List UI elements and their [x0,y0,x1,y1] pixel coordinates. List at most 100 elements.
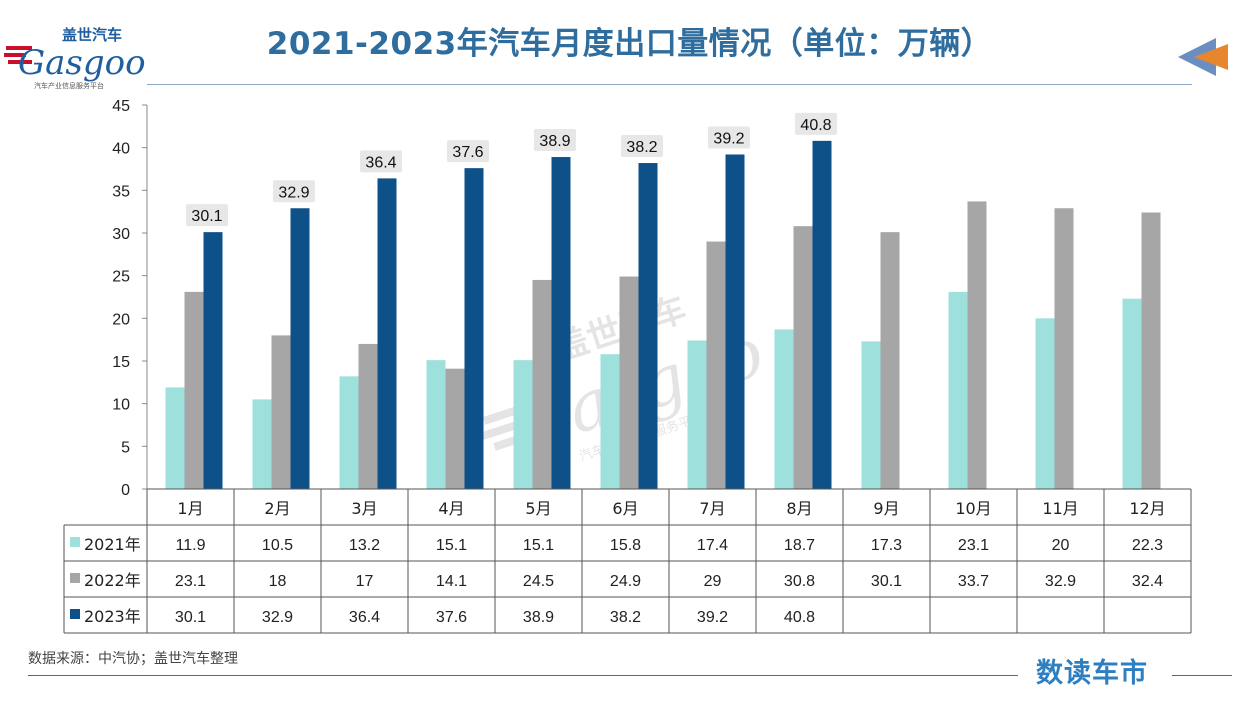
bar-2023年-5月 [551,157,571,489]
x-tick-label: 3月 [351,499,377,518]
table-cell: 10.5 [262,537,293,554]
bar-2023年-4月 [464,168,484,489]
gasgoo-logo: 盖世汽车 Gasgoo 汽车产业信息服务平台 [4,26,146,90]
table-cell: 24.9 [610,573,641,590]
bar-2022年-3月 [358,343,378,489]
data-labels: 30.1 32.9 36.4 37.6 38.9 38.2 39.2 40.8 [186,112,837,227]
bar-2021年-4月 [426,360,446,489]
x-tick-label: 9月 [873,499,899,518]
data-label-box [708,126,750,149]
y-axis: 0 5 10 15 20 25 30 35 40 45 [112,98,148,499]
back-arrow-icon[interactable] [1172,32,1232,82]
table-cell: 32.9 [1045,573,1076,590]
data-label-box [186,204,228,227]
y-tick-label: 30 [112,226,130,243]
table-cell: 39.2 [697,609,728,626]
table-cell: 22.3 [1132,537,1163,554]
table-cell: 24.5 [523,573,554,590]
table-cell: 18 [269,573,287,590]
x-tick-label: 4月 [438,499,464,518]
x-tick-label: 1月 [177,499,203,518]
bar-2022年-1月 [184,291,204,489]
chart-title: 2021-2023年汽车月度出口量情况（单位：万辆） [266,26,993,62]
logo-cn: 盖世汽车 [62,26,122,44]
data-label-box [621,135,663,158]
bar-2023年-2月 [290,208,310,489]
bar-2023年-1月 [203,232,223,489]
data-label: 40.8 [800,117,831,134]
bar-2022年-10月 [967,201,987,489]
table-cell: 30.1 [871,573,902,590]
table-cell: 38.2 [610,609,641,626]
table-cell: 23.1 [958,537,989,554]
bar-2022年-4月 [445,368,465,489]
table-cell: 18.7 [784,537,815,554]
y-tick-label: 45 [112,98,130,115]
table-cell: 13.2 [349,537,380,554]
table-cell: 32.9 [262,609,293,626]
data-table: 1月 2月 3月 4月 5月 6月 7月 8月 9月 10月 11月 12月 2021年 11.9 10.5… [63,488,1192,634]
y-tick-label: 15 [112,354,130,371]
bar-2023年-6月 [638,163,658,489]
bar-2021年-1月 [165,387,185,489]
title-divider [147,84,1192,85]
bar-2021年-10月 [948,291,968,489]
bar-2022年-8月 [793,226,813,489]
logo-en: Gasgoo [18,43,146,83]
legend-swatch-2023年 [70,609,80,619]
table-cell: 15.1 [523,537,554,554]
bar-2023年-8月 [812,140,832,489]
bar-2022年-12月 [1141,212,1161,489]
source-note: 数据来源：中汽协；盖世汽车整理 [28,651,238,667]
bar-2022年-2月 [271,335,291,489]
bar-2023年-3月 [377,178,397,490]
x-tick-label: 7月 [699,499,725,518]
legend-swatch-2022年 [70,573,80,583]
x-tick-label: 12月 [1129,499,1165,518]
data-label: 36.4 [365,154,396,171]
table-cell: 40.8 [784,609,815,626]
data-label: 30.1 [191,208,222,225]
bar-2021年-12月 [1122,298,1142,489]
bar-2021年-8月 [774,329,794,489]
y-tick-label: 35 [112,183,130,200]
table-cell: 33.7 [958,573,989,590]
bar-series [165,140,1161,490]
x-tick-label: 11月 [1042,499,1078,518]
data-label-box [534,129,576,152]
bar-2021年-9月 [861,341,881,489]
y-tick-label: 10 [112,397,130,414]
bar-2022年-7月 [706,241,726,489]
data-label-box [273,180,315,203]
data-label: 39.2 [713,130,744,147]
data-label: 32.9 [278,184,309,201]
data-label-box [360,150,402,173]
x-tick-label: 2月 [264,499,290,518]
table-cell: 30.8 [784,573,815,590]
data-label: 38.2 [626,139,657,156]
bar-2021年-6月 [600,354,620,489]
logo-tagline: 汽车产业信息服务平台 [34,81,104,90]
bar-2022年-11月 [1054,208,1074,489]
y-tick-label: 40 [112,141,130,158]
legend-label: 2022年 [84,571,141,590]
bar-2022年-6月 [619,276,639,489]
footer-divider-right [1172,675,1232,676]
table-cell: 29 [704,573,722,590]
table-cell: 17.3 [871,537,902,554]
table-cell: 23.1 [175,573,206,590]
bar-2021年-7月 [687,340,707,489]
table-cell: 17.4 [697,537,728,554]
x-tick-label: 5月 [525,499,551,518]
legend-label: 2021年 [84,535,141,554]
bar-2022年-5月 [532,279,552,489]
table-cell: 20 [1052,537,1070,554]
x-tick-label: 6月 [612,499,638,518]
y-tick-label: 5 [121,439,130,456]
x-tick-label: 10月 [955,499,991,518]
data-label: 37.6 [452,144,483,161]
table-cell: 38.9 [523,609,554,626]
data-label: 38.9 [539,133,570,150]
x-tick-label: 8月 [786,499,812,518]
